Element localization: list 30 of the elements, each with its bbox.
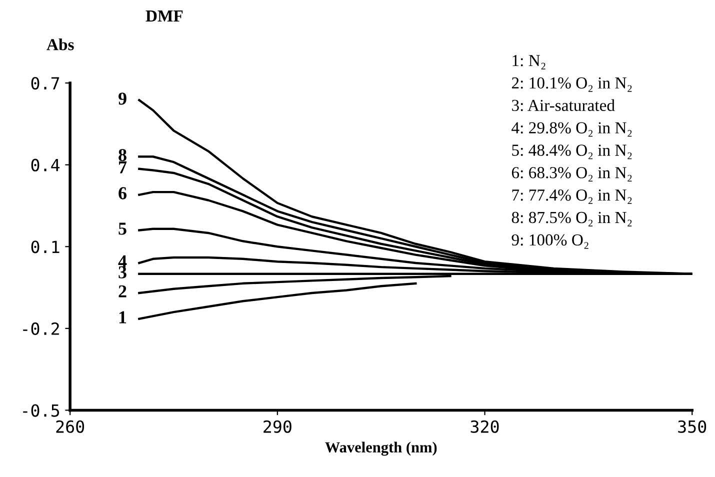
annotation: 9: 100% O₂: [512, 234, 588, 249]
series-label: 2: [118, 285, 126, 298]
y-tick-label: -0.2: [23, 322, 59, 336]
annotation: 3: Air-saturated: [512, 99, 615, 112]
annotation: 6: 68.3% O₂ in N₂: [512, 167, 632, 182]
series-label: 9: [118, 92, 126, 105]
series-label: 4: [118, 255, 127, 268]
x-tick-label: 320: [470, 420, 499, 433]
annotation: 5: 48.4% O₂ in N₂: [512, 144, 632, 160]
x-tick-label: 290: [264, 420, 292, 433]
y-tick-label: 0.4: [31, 158, 60, 172]
series-label: 7: [119, 161, 127, 174]
annotation: 4: 29.8% O₂ in N₂: [512, 122, 632, 137]
x-tick-label: 260: [56, 420, 84, 433]
text: 1: N₂: [512, 55, 546, 70]
y-tick-label: -0.5: [23, 404, 60, 417]
series-label: 3: [118, 266, 126, 278]
y-tick-label: 0.1: [31, 240, 60, 254]
annotation: 8: 87.5% O₂ in N₂: [512, 212, 632, 226]
y-axis-title: Abs: [46, 38, 74, 50]
y-tick-label: 0.7: [31, 77, 60, 90]
series-label: 1: [119, 311, 126, 324]
annotation: 2: 10.1% O₂ in N₂: [512, 77, 632, 92]
series-label: 5: [118, 222, 126, 235]
x-axis-title: Wavelength (nm): [325, 442, 437, 456]
x-tick-label: 350: [678, 420, 706, 433]
series-label: 8: [118, 148, 126, 162]
annotation: 7: 77.4% O₂ in N₂: [512, 189, 632, 204]
series-label: 6: [118, 187, 127, 200]
chart-title: DMF: [146, 10, 183, 22]
